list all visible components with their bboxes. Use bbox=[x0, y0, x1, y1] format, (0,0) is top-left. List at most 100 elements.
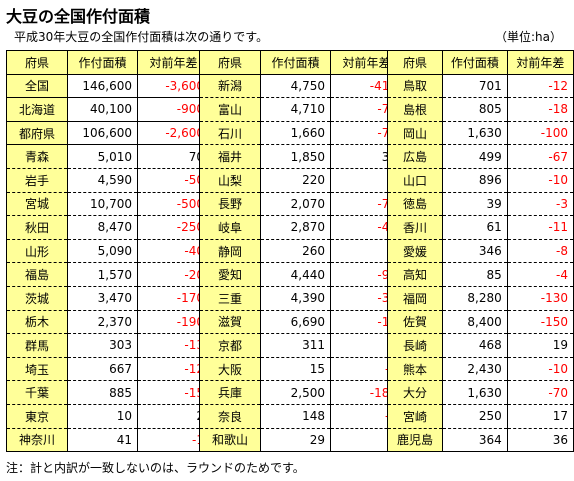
table-row: 新潟 4,750 -410 bbox=[199, 73, 403, 99]
area-cell: 4,590 bbox=[67, 168, 138, 193]
prefecture-cell: 奈良 bbox=[199, 404, 261, 429]
change-cell: 36 bbox=[506, 428, 574, 453]
area-cell: 364 bbox=[441, 428, 508, 453]
prefecture-cell: 三重 bbox=[199, 286, 261, 311]
prefecture-cell: 徳島 bbox=[387, 191, 443, 217]
prefecture-cell: 長野 bbox=[199, 192, 261, 217]
prefecture-cell: 静岡 bbox=[199, 239, 261, 264]
area-cell: 106,600 bbox=[67, 120, 138, 146]
prefecture-cell: 滋賀 bbox=[199, 309, 261, 335]
change-cell: -900 bbox=[137, 97, 210, 122]
area-cell: 805 bbox=[441, 97, 508, 122]
prefecture-cell: 広島 bbox=[387, 144, 443, 169]
table-row: 岡山 1,630 -100 bbox=[387, 121, 574, 146]
table-row: 岐阜2,870-40 bbox=[199, 215, 403, 240]
change-cell: -3,600 bbox=[137, 73, 210, 99]
subtitle: 平成30年大豆の全国作付面積は次の通りです。 bbox=[14, 30, 269, 44]
table-row: 愛媛 346 -8 bbox=[387, 239, 574, 264]
change-cell: -190 bbox=[137, 310, 210, 335]
area-cell: 39 bbox=[441, 191, 508, 217]
area-cell: 303 bbox=[67, 333, 138, 358]
area-cell: 40,100 bbox=[67, 97, 138, 122]
header-row: 府県 作付面積 対前年差 bbox=[199, 50, 403, 75]
header-area: 作付面積 bbox=[441, 50, 508, 75]
prefecture-cell: 千葉 bbox=[6, 380, 68, 405]
table-row: 岩手 4,590 -50 bbox=[6, 168, 210, 193]
table-row: 都府県 106,600 -2,600 bbox=[6, 120, 210, 146]
prefecture-cell: 兵庫 bbox=[199, 380, 261, 405]
prefecture-cell: 佐賀 bbox=[387, 310, 443, 335]
area-cell: 29 bbox=[260, 428, 331, 453]
prefecture-cell: 茨城 bbox=[6, 285, 68, 311]
prefecture-cell: 富山 bbox=[199, 97, 261, 122]
prefecture-cell: 青森 bbox=[6, 144, 68, 169]
table-row: 鹿児島 364 36 bbox=[387, 428, 574, 453]
area-cell: 15 bbox=[260, 357, 331, 382]
area-cell: 311 bbox=[260, 333, 331, 358]
area-cell: 2,430 bbox=[441, 357, 508, 382]
area-cell: 146,600 bbox=[67, 73, 138, 99]
area-cell: 250 bbox=[441, 404, 508, 429]
table-row: 長野2,070-70 bbox=[199, 192, 403, 217]
table-row: 熊本 2,430 -10 bbox=[387, 357, 574, 382]
header-area: 作付面積 bbox=[260, 50, 331, 75]
table-row: 青森 5,010 70 bbox=[6, 144, 210, 169]
prefecture-cell: 栃木 bbox=[6, 310, 68, 335]
table-row: 福島 1,570 -20 bbox=[6, 262, 210, 287]
table-row: 山口 896 -10 bbox=[387, 168, 574, 193]
table-row: 兵庫 2,500 -180 bbox=[199, 380, 403, 405]
area-cell: 701 bbox=[441, 73, 508, 99]
table-row: 島根 805 -18 bbox=[387, 97, 574, 122]
table-row: 宮城 10,700 -500 bbox=[6, 192, 210, 217]
change-cell: -10 bbox=[506, 357, 574, 382]
header-prefecture: 府県 bbox=[199, 50, 261, 75]
area-cell: 3,470 bbox=[67, 285, 138, 311]
area-cell: 2,370 bbox=[67, 310, 138, 335]
area-cell: 2,070 bbox=[260, 192, 331, 217]
prefecture-cell: 北海道 bbox=[6, 97, 68, 122]
change-cell: -100 bbox=[506, 121, 574, 146]
area-cell: 2,870 bbox=[260, 215, 331, 240]
area-cell: 4,710 bbox=[260, 97, 331, 122]
table-row: 香川 61 -11 bbox=[387, 215, 574, 240]
table-row: 京都3117 bbox=[199, 333, 403, 358]
table-row: 滋賀6,690-10 bbox=[199, 309, 403, 335]
area-cell: 41 bbox=[67, 428, 138, 453]
change-cell: -8 bbox=[506, 239, 574, 264]
area-cell: 896 bbox=[441, 168, 508, 193]
prefecture-cell: 山形 bbox=[6, 239, 68, 264]
table-row: 大分 1,630 -70 bbox=[387, 380, 574, 405]
table-row: 広島 499 -67 bbox=[387, 144, 574, 169]
table-row: 愛知4,440-90 bbox=[199, 262, 403, 287]
area-cell: 148 bbox=[260, 404, 331, 429]
table-row: 秋田 8,470 -250 bbox=[6, 215, 210, 240]
table-row: 栃木 2,370 -190 bbox=[6, 310, 210, 335]
change-cell: -130 bbox=[506, 285, 574, 311]
prefecture-cell: 京都 bbox=[199, 333, 261, 358]
change-cell: -12 bbox=[506, 73, 574, 99]
prefecture-cell: 都府県 bbox=[6, 120, 68, 146]
table-row: 静岡2605 bbox=[199, 239, 403, 264]
table-row: 石川1,660-70 bbox=[199, 121, 403, 146]
table-row: 福井1,85030 bbox=[199, 144, 403, 169]
prefecture-cell: 宮崎 bbox=[387, 404, 443, 429]
prefecture-cell: 東京 bbox=[6, 404, 68, 429]
area-cell: 85 bbox=[441, 262, 508, 287]
page-title: 大豆の全国作付面積 bbox=[6, 7, 151, 26]
change-cell: -150 bbox=[506, 310, 574, 335]
prefecture-cell: 福島 bbox=[6, 262, 68, 287]
area-cell: 220 bbox=[260, 167, 331, 193]
change-cell: 17 bbox=[506, 404, 574, 429]
area-cell: 8,470 bbox=[67, 215, 138, 240]
prefecture-cell: 山梨 bbox=[199, 167, 261, 193]
prefecture-cell: 愛媛 bbox=[387, 239, 443, 264]
area-cell: 5,010 bbox=[67, 144, 138, 169]
area-cell: 1,570 bbox=[67, 262, 138, 287]
prefecture-cell: 宮城 bbox=[6, 192, 68, 217]
footnote: 注：計と内訳が一致しないのは、ラウンドのためです。 bbox=[6, 461, 305, 475]
prefecture-cell: 岩手 bbox=[6, 168, 68, 193]
table-row: 神奈川 41 -1 bbox=[6, 428, 210, 453]
area-cell: 4,390 bbox=[260, 286, 331, 311]
table-row: 長崎 468 19 bbox=[387, 333, 574, 358]
change-cell: -2,600 bbox=[137, 120, 210, 146]
